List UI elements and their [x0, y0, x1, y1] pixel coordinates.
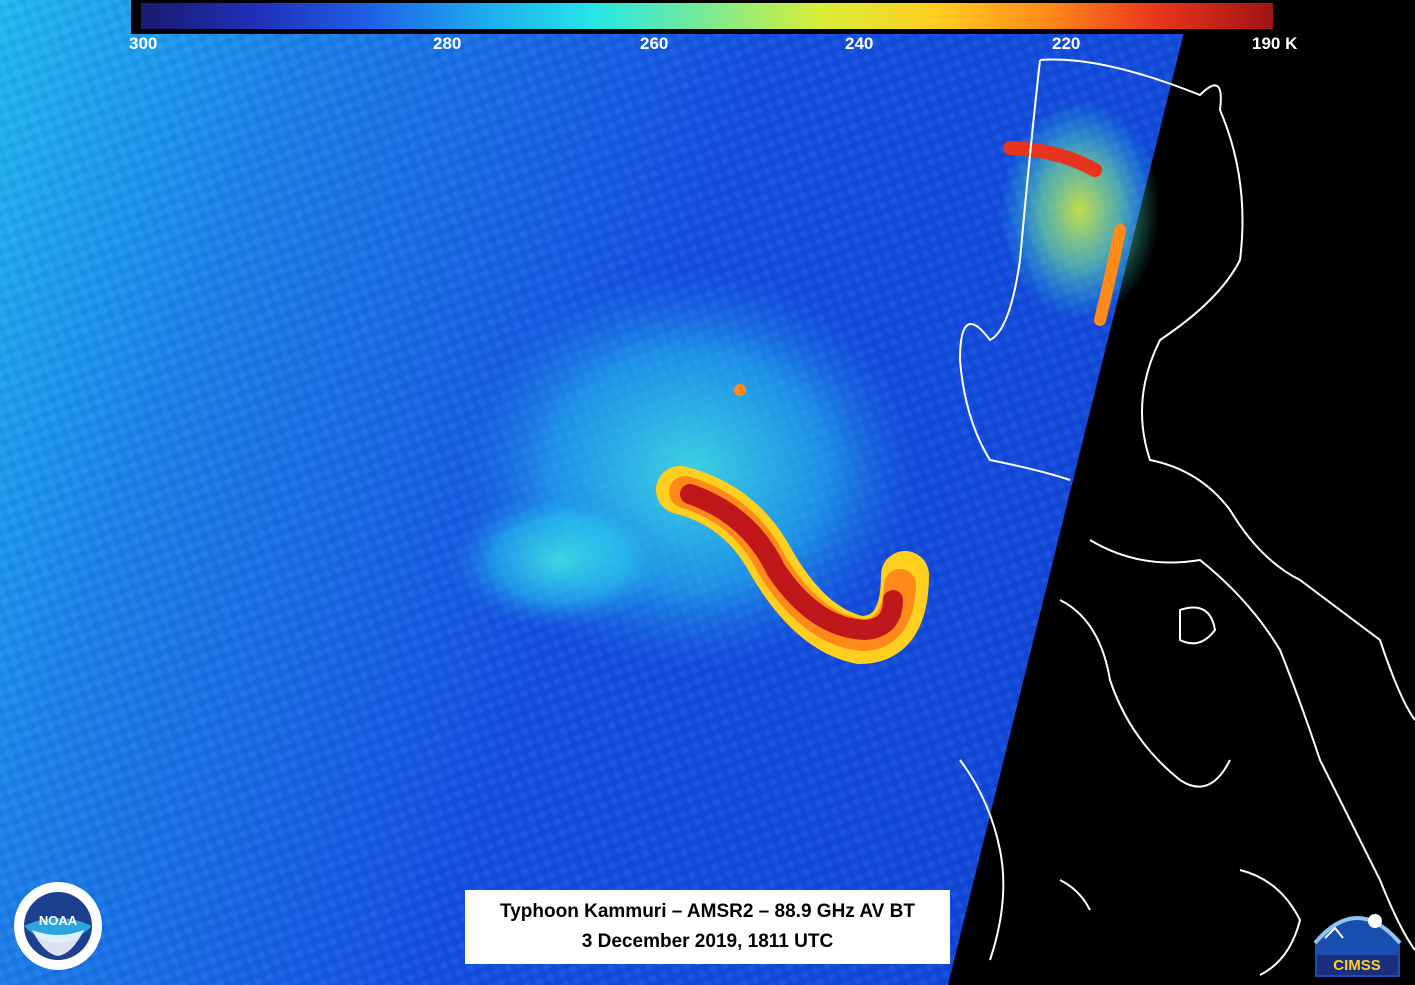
colorbar-tick: 280 [433, 34, 462, 53]
colorbar [131, 0, 1291, 34]
caption-title: Typhoon Kammuri – AMSR2 – 88.9 GHz AV BT [500, 901, 915, 922]
image-caption: Typhoon Kammuri – AMSR2 – 88.9 GHz AV BT… [465, 890, 950, 964]
colorbar-tick: 260 [640, 34, 669, 53]
colorbar-tick: 300 [129, 34, 158, 53]
noaa-logo: NOAA [14, 882, 102, 970]
colorbar-tick: 190 K [1252, 34, 1298, 53]
cimss-logo-text: CIMSS [1333, 957, 1381, 974]
colorbar-tick: 220 [1052, 34, 1081, 53]
noaa-logo-text: NOAA [39, 913, 78, 928]
caption-datetime: 3 December 2019, 1811 UTC [581, 931, 834, 952]
colorbar-tick: 240 [845, 34, 874, 53]
coastlines [958, 58, 1415, 976]
colorbar-gradient [141, 3, 1273, 29]
rainband-core [680, 484, 903, 641]
cimss-logo: CIMSS [1313, 914, 1402, 977]
